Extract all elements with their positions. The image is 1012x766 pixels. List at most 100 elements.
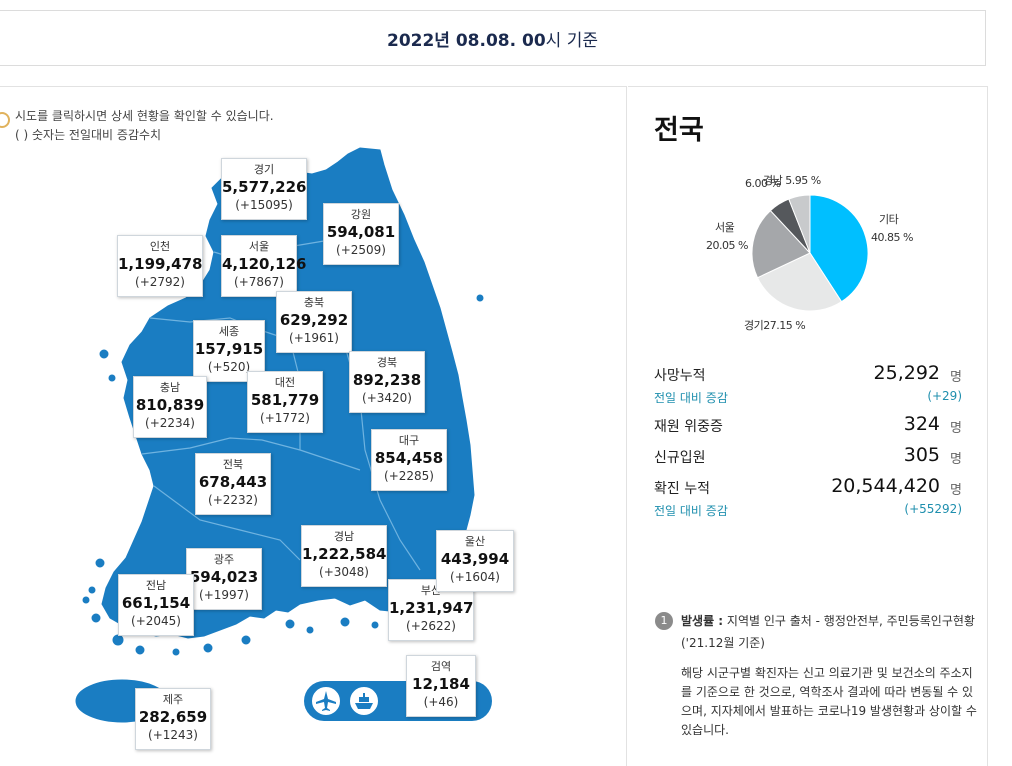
island <box>108 374 116 382</box>
stat-new-admission: 신규입원 305 명 <box>654 444 962 467</box>
region-name: 제주 <box>162 693 184 706</box>
reference-date-suffix: 시 기준 <box>545 30 598 51</box>
region-name: 강원 <box>350 208 372 221</box>
island <box>306 626 314 634</box>
region-diff: (+7867) <box>234 275 284 289</box>
region-diff: (+2792) <box>135 275 185 289</box>
diff-label: 전일 대비 증감 <box>654 504 728 518</box>
region-value: 629,292 <box>279 311 349 329</box>
region-name: 전북 <box>222 458 244 471</box>
region-value: 1,222,584 <box>302 545 387 563</box>
region-card-quarantine[interactable]: 검역 12,184 (+46) <box>406 655 476 717</box>
pie-label-etc: 기타 <box>879 213 899 226</box>
island <box>203 643 213 653</box>
island <box>340 617 350 627</box>
region-value: 581,779 <box>250 391 320 409</box>
diff-notice: ( ) 숫자는 전일대비 증감수치 <box>15 128 162 142</box>
stat-unit: 명 <box>950 421 962 436</box>
region-value: 1,199,478 <box>118 255 203 273</box>
pie-label-seoul-pct: 20.05 % <box>706 239 748 252</box>
stat-deaths: 사망누적 25,292 명 <box>654 362 962 385</box>
region-diff: (+15095) <box>235 198 293 212</box>
diff-value: (+29) <box>927 389 962 403</box>
region-card-daejeon[interactable]: 대전 581,779 (+1772) <box>247 371 323 433</box>
region-name: 전남 <box>145 579 167 592</box>
region-diff: (+2509) <box>336 243 386 257</box>
region-card-seoul[interactable]: 서울 4,120,126 (+7867) <box>221 235 307 297</box>
footnote-number: 1 <box>655 612 673 630</box>
island <box>172 648 180 656</box>
island <box>241 635 251 645</box>
island <box>371 621 379 629</box>
region-card-jeju[interactable]: 제주 282,659 (+1243) <box>135 688 211 750</box>
region-card-jeonbuk[interactable]: 전북 678,443 (+2232) <box>195 453 271 515</box>
region-card-chungbuk[interactable]: 충북 629,292 (+1961) <box>276 291 352 353</box>
footnote-body: 해당 시군구별 확진자는 신고 의료기관 및 보건소의 주소지를 기준으로 한 … <box>681 666 977 737</box>
region-value: 661,154 <box>121 594 191 612</box>
region-name: 대구 <box>398 434 420 447</box>
region-diff: (+1961) <box>289 331 339 345</box>
region-value: 282,659 <box>138 708 208 726</box>
island <box>476 294 484 302</box>
island <box>88 586 96 594</box>
region-name: 검역 <box>430 660 452 673</box>
footnote-date: ('21.12월 기준) <box>681 636 765 650</box>
region-value: 443,994 <box>440 550 510 568</box>
region-name: 대전 <box>274 376 296 389</box>
region-diff: (+1997) <box>199 588 249 602</box>
pie-label-gyeongnam: 경남 5.95 % <box>763 174 821 187</box>
stat-unit: 명 <box>950 370 962 385</box>
region-name: 서울 <box>248 240 270 253</box>
reference-date: 2022년 08.08. 00 <box>386 30 546 51</box>
island <box>135 645 145 655</box>
region-card-jeonnam[interactable]: 전남 661,154 (+2045) <box>118 574 194 636</box>
region-name: 경북 <box>376 356 398 369</box>
region-card-chungnam[interactable]: 충남 810,839 (+2234) <box>133 376 207 438</box>
region-value: 4,120,126 <box>222 255 307 273</box>
region-diff: (+2234) <box>145 416 195 430</box>
diff-value: (+55292) <box>904 502 962 516</box>
region-card-gyeongbuk[interactable]: 경북 892,238 (+3420) <box>349 351 425 413</box>
region-name: 경남 <box>333 530 355 543</box>
map-panel <box>0 86 627 766</box>
region-card-incheon[interactable]: 인천 1,199,478 (+2792) <box>117 235 203 297</box>
stat-critical: 재원 위중증 324 명 <box>654 413 962 436</box>
region-name: 광주 <box>213 553 235 566</box>
island <box>99 349 109 359</box>
region-diff: (+2285) <box>384 469 434 483</box>
region-card-gangwon[interactable]: 강원 594,081 (+2509) <box>323 203 399 265</box>
summary-panel <box>628 86 988 766</box>
stat-label: 사망누적 <box>654 368 706 384</box>
airplane-icon[interactable] <box>310 685 342 717</box>
region-name: 충남 <box>159 381 181 394</box>
region-value: 892,238 <box>352 371 422 389</box>
pie-label-six: 6.00 % <box>745 177 781 190</box>
region-card-gyeonggi[interactable]: 경기 5,577,226 (+15095) <box>221 158 307 220</box>
pie-label-seoul: 서울 <box>715 221 735 234</box>
region-diff: (+2622) <box>406 619 456 633</box>
region-card-ulsan[interactable]: 울산 443,994 (+1604) <box>436 530 514 592</box>
stat-deaths-diff: 전일 대비 증감 (+29) <box>654 389 962 405</box>
region-value: 5,577,226 <box>222 178 307 196</box>
region-card-daegu[interactable]: 대구 854,458 (+2285) <box>371 429 447 491</box>
region-value: 594,023 <box>189 568 259 586</box>
region-diff: (+2045) <box>131 614 181 628</box>
region-name: 인천 <box>149 240 171 253</box>
stat-unit: 명 <box>950 452 962 467</box>
ship-icon[interactable] <box>348 685 380 717</box>
pie-slice-2 <box>751 209 811 279</box>
region-card-gyeongnam[interactable]: 경남 1,222,584 (+3048) <box>301 525 387 587</box>
island <box>82 596 90 604</box>
region-card-gwangju[interactable]: 광주 594,023 (+1997) <box>186 548 262 610</box>
stat-label: 재원 위중증 <box>654 419 723 435</box>
island <box>285 619 295 629</box>
region-value: 678,443 <box>198 473 268 491</box>
region-value: 12,184 <box>412 675 470 693</box>
region-diff: (+3420) <box>362 391 412 405</box>
diff-label: 전일 대비 증감 <box>654 391 728 405</box>
region-value: 157,915 <box>194 340 264 358</box>
region-name: 울산 <box>464 535 486 548</box>
pie-label-etc-pct: 40.85 % <box>871 231 913 244</box>
island <box>112 634 124 646</box>
region-name: 충북 <box>303 296 325 309</box>
